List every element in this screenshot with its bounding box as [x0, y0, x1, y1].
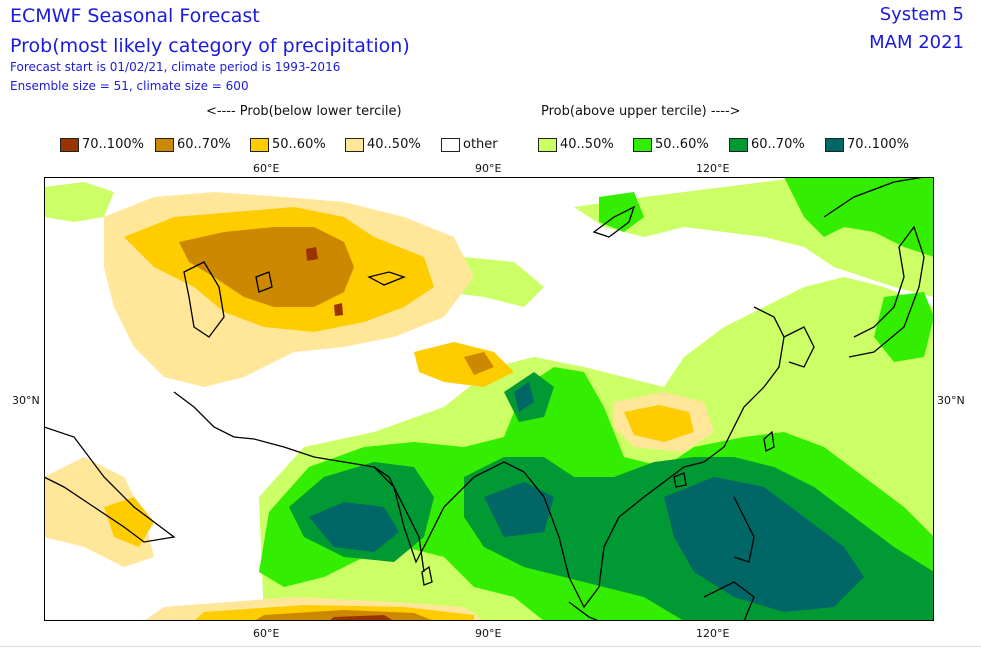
above-50-60-baikal: [599, 192, 644, 232]
above-50-60-northeast: [784, 177, 934, 257]
legend-item-below-60-70: 60..70%: [155, 137, 231, 152]
legend-label: 70..100%: [847, 137, 909, 152]
legend-label: 50..60%: [655, 137, 709, 152]
coast-baikal: [592, 205, 636, 238]
lon-label-top-120e: 120°E: [696, 162, 730, 175]
legend-item-below-50-60: 50..60%: [250, 137, 326, 152]
coast-arabia: [44, 426, 176, 543]
above-70-100-tibet: [514, 382, 534, 412]
legend-label: 70..100%: [82, 137, 144, 152]
below-60-70-central-asia: [179, 227, 354, 307]
legend-swatch: [155, 137, 174, 152]
legend-swatch: [345, 137, 364, 152]
above-tercile-caption: Prob(above upper tercile) ---->: [541, 104, 741, 119]
above-70-100-areas: [309, 382, 864, 612]
legend-swatch: [60, 137, 79, 152]
legend-label: 60..70%: [177, 137, 231, 152]
coast-philippines: [733, 496, 755, 563]
coast-hainan: [673, 472, 687, 488]
footer-divider: [0, 646, 981, 647]
above-region-west-patch: [44, 182, 114, 222]
below-70-100-south: [329, 615, 394, 621]
lon-label-top-60e: 60°E: [253, 162, 280, 175]
below-50-60-horn: [104, 497, 154, 547]
chart-title: ECMWF Seasonal Forecast: [10, 5, 260, 27]
below-50-60-china: [624, 405, 694, 442]
above-70-100-india: [309, 502, 399, 552]
legend-label: 60..70%: [751, 137, 805, 152]
legend-swatch: [538, 137, 557, 152]
below-60-70-tibet: [464, 352, 494, 375]
legend-item-below-40-50: 40..50%: [345, 137, 421, 152]
legend-swatch: [441, 137, 460, 152]
forecast-map: [44, 177, 934, 621]
coast-sri-lanka: [421, 565, 433, 586]
ensemble-info: Ensemble size = 51, climate size = 600: [10, 79, 249, 93]
coast-china: [703, 306, 785, 463]
coast-korea: [783, 326, 815, 368]
coast-sumatra: [568, 601, 600, 621]
lon-label-bottom-60e: 60°E: [253, 627, 280, 640]
legend-item-other: other: [441, 137, 498, 152]
coast-indochina: [523, 461, 705, 609]
coast-borneo: [703, 581, 755, 621]
lat-label-right-30n: 30°N: [937, 394, 965, 407]
below-70-100-spot-1: [306, 247, 318, 261]
legend-label: other: [463, 137, 498, 152]
lat-label-left-30n: 30°N: [12, 394, 40, 407]
legend-item-below-70-100: 70..100%: [60, 137, 144, 152]
coast-balkhash: [367, 271, 406, 286]
coast-india: [373, 461, 525, 564]
above-70-100-sea: [664, 477, 864, 612]
coast-aral: [255, 271, 273, 293]
legend-item-above-40-50: 40..50%: [538, 137, 614, 152]
lon-label-bottom-90e: 90°E: [475, 627, 502, 640]
below-tercile-caption: <---- Prob(below lower tercile): [206, 104, 402, 119]
legend: 70..100% 60..70% 50..60% 40..50% other 4…: [0, 137, 981, 155]
legend-item-above-60-70: 60..70%: [729, 137, 805, 152]
below-50-60-tibet: [414, 342, 514, 387]
legend-item-above-70-100: 70..100%: [825, 137, 909, 152]
legend-label: 50..60%: [272, 137, 326, 152]
coast-taiwan: [763, 430, 775, 452]
legend-label: 40..50%: [367, 137, 421, 152]
coast-gulf: [173, 391, 425, 573]
coast-japan: [848, 225, 925, 358]
lon-label-bottom-120e: 120°E: [696, 627, 730, 640]
season-label: MAM 2021: [869, 32, 964, 53]
system-label: System 5: [879, 4, 964, 25]
legend-swatch: [250, 137, 269, 152]
legend-item-above-50-60: 50..60%: [633, 137, 709, 152]
legend-swatch: [633, 137, 652, 152]
coastlines: [44, 177, 925, 621]
forecast-info: Forecast start is 01/02/21, climate peri…: [10, 60, 341, 74]
map-frame: [44, 177, 934, 621]
below-70-100-areas: [306, 247, 394, 621]
coast-okhotsk: [823, 177, 925, 218]
below-70-100-spot-2: [334, 303, 343, 316]
legend-swatch: [825, 137, 844, 152]
legend-swatch: [729, 137, 748, 152]
lon-label-top-90e: 90°E: [475, 162, 502, 175]
chart-subtitle: Prob(most likely category of precipitati…: [10, 35, 410, 57]
above-70-100-bay: [484, 482, 554, 537]
coast-caspian: [183, 261, 225, 338]
legend-label: 40..50%: [560, 137, 614, 152]
map-svg: [44, 177, 934, 621]
